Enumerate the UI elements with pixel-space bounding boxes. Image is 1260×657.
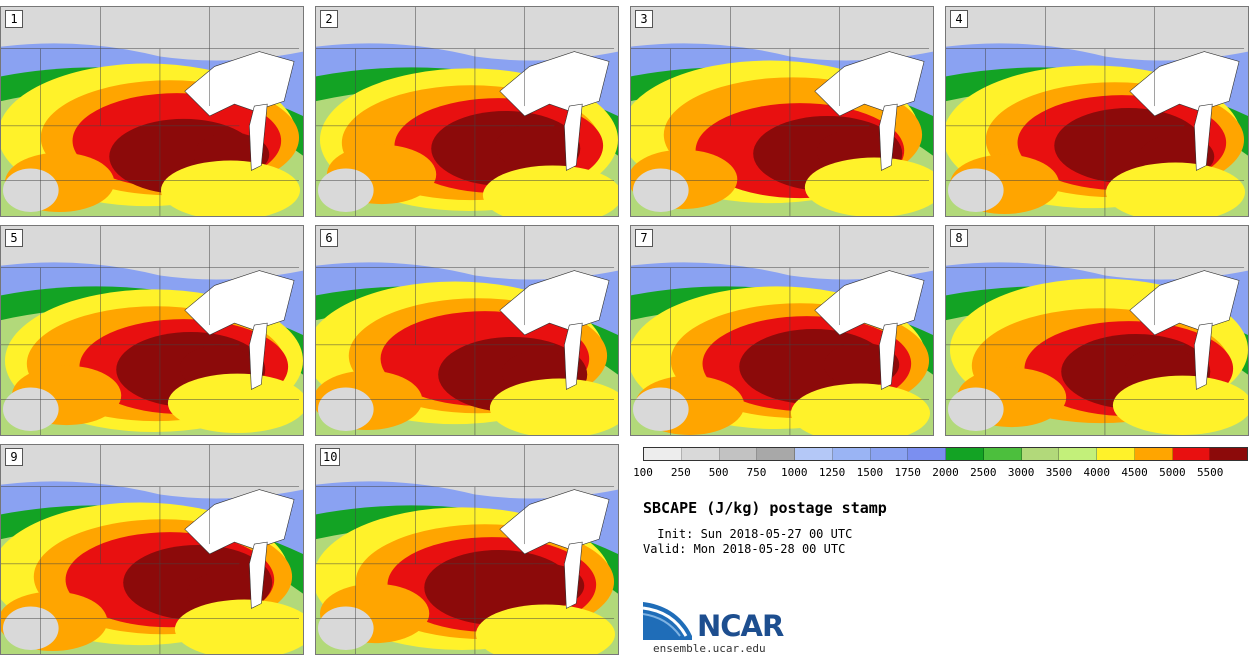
colorbar-tick-label: 2500 xyxy=(970,466,997,479)
colorbar-tick-label: 750 xyxy=(746,466,767,479)
colorbar-swatch xyxy=(681,448,720,460)
colorbar-tick-label: 1500 xyxy=(856,466,884,479)
ensemble-member-map: 7 xyxy=(630,225,934,436)
colorbar-swatch xyxy=(1021,448,1060,460)
ncar-logo-text: NCAR xyxy=(697,609,784,643)
colorbar-tick-label: 500 xyxy=(708,466,729,479)
colorbar-tick-label: 5000 xyxy=(1159,466,1186,479)
colorbar-tick-label: 1750 xyxy=(894,466,921,479)
colorbar-tick-label: 4000 xyxy=(1083,466,1111,479)
ensemble-member-map: 1 xyxy=(0,6,304,217)
valid-time: Valid: Mon 2018-05-28 00 UTC xyxy=(643,542,846,556)
ensemble-member-map: 6 xyxy=(315,225,619,436)
colorbar-swatch xyxy=(908,448,946,460)
member-number-label: 3 xyxy=(635,10,653,28)
colorbar-swatch xyxy=(946,448,984,460)
ensemble-member-map: 4 xyxy=(945,6,1249,217)
cape-colorbar xyxy=(643,447,1248,461)
member-number-label: 7 xyxy=(635,229,653,247)
ncar-logo-icon xyxy=(642,602,692,640)
colorbar-tick-label: 2000 xyxy=(932,466,959,479)
ensemble-member-map: 2 xyxy=(315,6,619,217)
colorbar-swatch xyxy=(795,448,833,460)
member-number-label: 1 xyxy=(5,10,23,28)
colorbar-tick-label: 3000 xyxy=(1007,466,1035,479)
member-number-label: 5 xyxy=(5,229,23,247)
colorbar-tick-labels: 100 250 500 750 1000 1250 1500 1750 2000 2500 3000… xyxy=(633,466,1248,480)
member-number-label: 2 xyxy=(320,10,338,28)
ensemble-member-map: 3 xyxy=(630,6,934,217)
colorbar-swatch xyxy=(983,448,1022,460)
member-number-label: 6 xyxy=(320,229,338,247)
colorbar-tick-label: 3500 xyxy=(1045,466,1073,479)
init-time: Init: Sun 2018-05-27 00 UTC xyxy=(650,527,853,541)
site-url: ensemble.ucar.edu xyxy=(653,642,766,655)
colorbar-swatch xyxy=(870,448,909,460)
colorbar-tick-label: 4500 xyxy=(1121,466,1148,479)
colorbar-swatch xyxy=(1134,448,1173,460)
member-number-label: 8 xyxy=(950,229,968,247)
colorbar-tick-label: 5500 xyxy=(1196,466,1224,479)
member-number-label: 9 xyxy=(5,448,23,466)
colorbar-tick-label: 1250 xyxy=(818,466,846,479)
colorbar-swatch xyxy=(1172,448,1211,460)
colorbar-swatch xyxy=(757,448,795,460)
ensemble-member-map: 9 xyxy=(0,444,304,655)
colorbar-swatch xyxy=(832,448,871,460)
member-number-label: 4 xyxy=(950,10,968,28)
colorbar-swatch xyxy=(1097,448,1135,460)
colorbar-tick-label: 100 xyxy=(633,466,653,479)
colorbar-swatch xyxy=(719,448,758,460)
ensemble-member-map: 10 xyxy=(315,444,619,655)
ensemble-member-map: 5 xyxy=(0,225,304,436)
member-number-label: 10 xyxy=(320,448,341,466)
colorbar-swatch xyxy=(1210,448,1247,460)
colorbar-tick-label: 250 xyxy=(670,466,691,479)
colorbar-swatch xyxy=(1059,448,1097,460)
colorbar-swatch xyxy=(644,448,682,460)
colorbar-tick-label: 1000 xyxy=(781,466,808,479)
plot-title: SBCAPE (J/kg) postage stamp xyxy=(643,499,887,517)
ensemble-member-map: 8 xyxy=(945,225,1249,436)
